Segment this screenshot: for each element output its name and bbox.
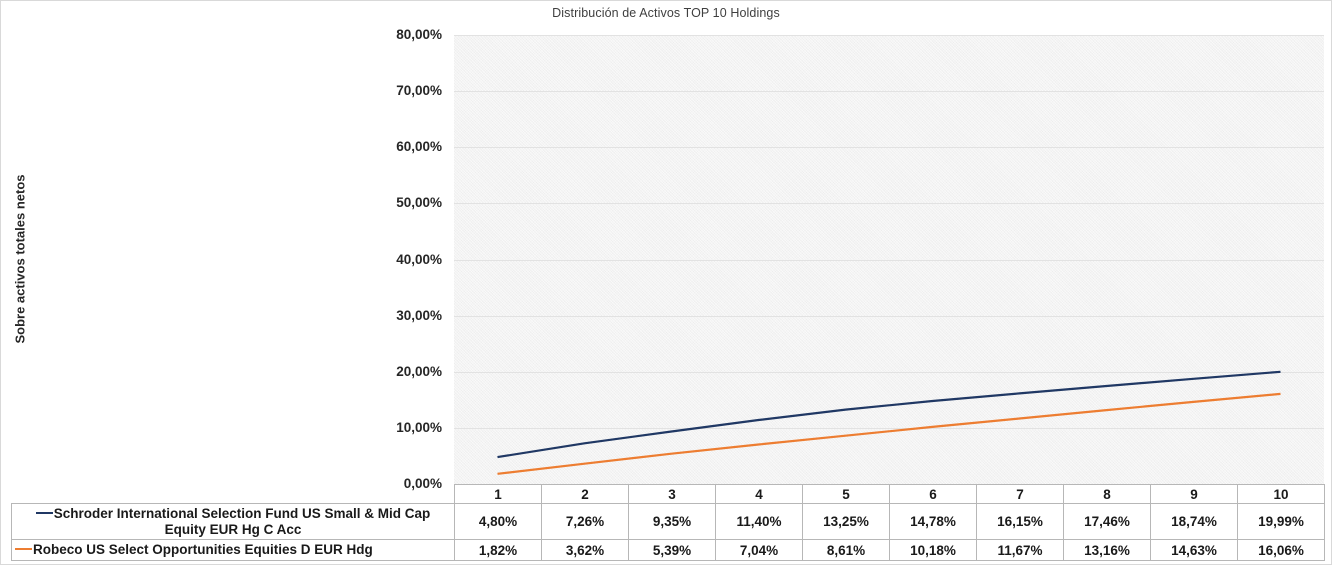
series-1-value: 7,26% bbox=[541, 503, 629, 540]
chart-data-table: 1 2 3 4 5 6 7 8 9 10 Schroder Internatio… bbox=[11, 484, 1325, 561]
series-1-value: 16,15% bbox=[976, 503, 1064, 540]
table-row: Robeco US Select Opportunities Equities … bbox=[11, 539, 1325, 561]
series-2-value: 3,62% bbox=[541, 539, 629, 561]
series-2-value: 5,39% bbox=[628, 539, 716, 561]
category-header: 6 bbox=[889, 484, 977, 504]
category-header: 9 bbox=[1150, 484, 1238, 504]
series-1-value: 4,80% bbox=[454, 503, 542, 540]
series-1-name: Schroder International Selection Fund US… bbox=[53, 505, 431, 537]
series-2-label: Robeco US Select Opportunities Equities … bbox=[11, 539, 455, 561]
series-2-value: 13,16% bbox=[1063, 539, 1151, 561]
category-header-row: 1 2 3 4 5 6 7 8 9 10 bbox=[12, 484, 1325, 504]
chart-title: Distribución de Activos TOP 10 Holdings bbox=[552, 6, 780, 20]
series-2-value: 1,82% bbox=[454, 539, 542, 561]
y-tick-label: 40,00% bbox=[396, 252, 442, 267]
category-header: 5 bbox=[802, 484, 890, 504]
gridline bbox=[454, 259, 1324, 261]
series-lines bbox=[497, 370, 1281, 475]
category-header: 2 bbox=[541, 484, 629, 504]
category-header: 1 bbox=[454, 484, 542, 504]
series-1-value: 13,25% bbox=[802, 503, 890, 540]
series-1-value: 17,46% bbox=[1063, 503, 1151, 540]
series-1-value: 19,99% bbox=[1237, 503, 1325, 540]
y-tick-label: 10,00% bbox=[396, 420, 442, 435]
y-tick-label: 30,00% bbox=[396, 308, 442, 323]
series-1-label: Schroder International Selection Fund US… bbox=[11, 503, 455, 540]
gridline bbox=[454, 371, 1324, 373]
series-2-value: 16,06% bbox=[1237, 539, 1325, 561]
gridline bbox=[454, 427, 1324, 429]
table-corner-cell bbox=[12, 485, 455, 504]
gridline bbox=[454, 91, 1324, 93]
category-header: 3 bbox=[628, 484, 716, 504]
plot-area bbox=[454, 35, 1324, 484]
series-2-value: 11,67% bbox=[976, 539, 1064, 561]
series-2-value: 8,61% bbox=[802, 539, 890, 561]
series-2-line-icon bbox=[15, 548, 32, 551]
gridline bbox=[454, 203, 1324, 205]
series-2-value: 7,04% bbox=[715, 539, 803, 561]
category-header: 4 bbox=[715, 484, 803, 504]
series-2-value: 10,18% bbox=[889, 539, 977, 561]
y-tick-label: 20,00% bbox=[396, 364, 442, 379]
table-row: Schroder International Selection Fund US… bbox=[11, 503, 1325, 540]
y-tick-label: 60,00% bbox=[396, 139, 442, 154]
series-1-value: 11,40% bbox=[715, 503, 803, 540]
gridline bbox=[454, 35, 1324, 36]
y-tick-label: 80,00% bbox=[396, 27, 442, 42]
series-1-value: 18,74% bbox=[1150, 503, 1238, 540]
y-tick-label: 0,00% bbox=[403, 476, 442, 491]
y-tick-label: 70,00% bbox=[396, 83, 442, 98]
series-1-value: 14,78% bbox=[889, 503, 977, 540]
category-header: 8 bbox=[1063, 484, 1151, 504]
series-2-name: Robeco US Select Opportunities Equities … bbox=[33, 542, 373, 557]
gridline bbox=[454, 147, 1324, 149]
series-line-1 bbox=[497, 370, 1281, 459]
y-tick-label: 50,00% bbox=[396, 195, 442, 210]
category-header: 10 bbox=[1237, 484, 1325, 504]
series-2-value: 14,63% bbox=[1150, 539, 1238, 561]
category-header: 7 bbox=[976, 484, 1064, 504]
series-line-2 bbox=[497, 392, 1281, 475]
gridline bbox=[454, 315, 1324, 317]
series-1-line-icon bbox=[35, 511, 53, 514]
series-1-value: 9,35% bbox=[628, 503, 716, 540]
